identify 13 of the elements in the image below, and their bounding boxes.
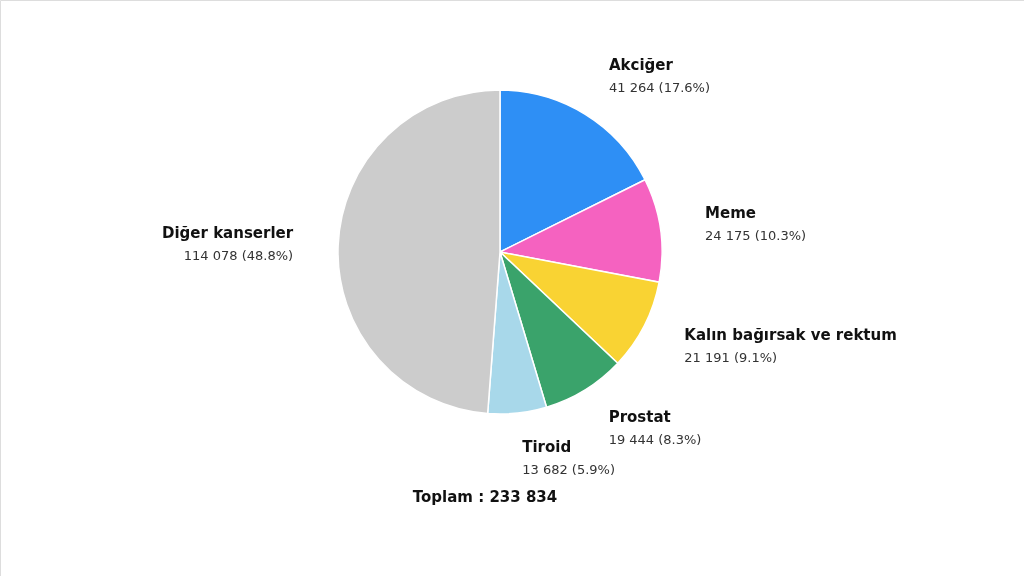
slice-label: Tiroid — [522, 437, 572, 456]
data-label: 19 444 (8.3%) — [608, 432, 702, 448]
slice-label: Akciğer — [608, 56, 674, 74]
data-label: 24 175 (10.3%) — [705, 227, 807, 243]
data-label: 41 264 (17.6%) — [608, 80, 711, 95]
text: Toplam : 233 834 — [412, 488, 558, 506]
slice-label: Meme — [705, 203, 756, 222]
data-label: 114 078 (48.8%) — [183, 248, 294, 264]
data-label: 21 191 (9.1%) — [684, 350, 778, 366]
slice-label: Diğer kanserler — [162, 224, 294, 243]
slice-label: Prostat — [608, 408, 671, 427]
data-label: 13 682 (5.9%) — [522, 461, 616, 477]
slice-label: Kalın bağırsak ve rektum — [684, 326, 897, 345]
